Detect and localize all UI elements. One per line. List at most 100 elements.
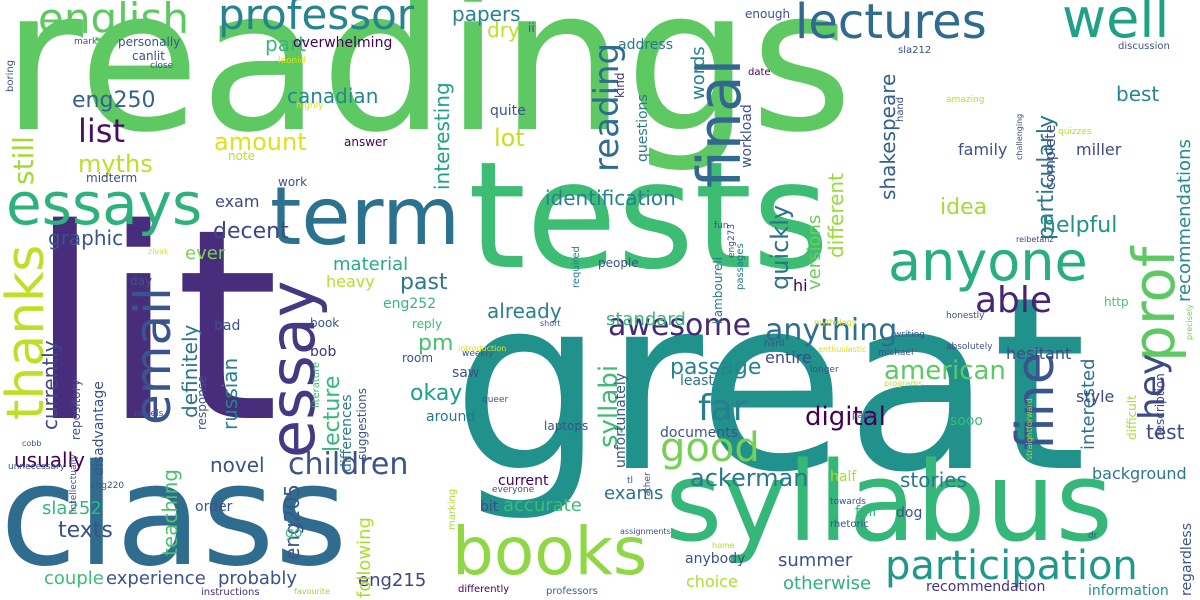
word-quizzes: quizzes — [1058, 127, 1092, 137]
word-current: current — [498, 473, 549, 489]
word-family: family — [958, 140, 1008, 159]
word-versions: versions — [804, 214, 825, 290]
word-novels: novels — [134, 409, 164, 419]
word-following: following — [354, 517, 375, 598]
word-programs: programs — [884, 379, 923, 388]
word-michael: michael — [878, 348, 914, 358]
word-best: best — [1116, 82, 1160, 106]
word-hard: hard — [764, 339, 785, 349]
word-enthusiastic: enthusiastic — [818, 345, 867, 354]
word-dr: dr — [1088, 531, 1098, 541]
word-assignments: assignments — [620, 527, 671, 536]
word-answer: answer — [344, 135, 388, 149]
word-absolutely: absolutely — [946, 342, 993, 352]
word-reading: reading — [587, 42, 627, 172]
word-paper: paper — [852, 411, 879, 421]
word-difficult: difficult — [1125, 395, 1139, 440]
word-probably: probably — [218, 568, 297, 589]
word-laptops: laptops — [544, 419, 589, 433]
word-american: american — [884, 356, 1006, 386]
word-rather: rather — [643, 472, 653, 500]
word-documents: documents — [660, 425, 738, 441]
word-novel: novel — [210, 453, 265, 477]
word-intellectually: intellectually — [69, 454, 79, 512]
word-russian: russian — [218, 357, 242, 430]
word-short: short — [540, 319, 561, 328]
word-bit: bit — [480, 499, 499, 515]
word-introduction: introduction — [458, 344, 507, 353]
word-passages: passages — [735, 243, 746, 290]
word-note: note — [228, 149, 256, 163]
word-questions: questions — [635, 94, 651, 162]
word-saw: saw — [452, 365, 480, 381]
word-enough: enough — [745, 7, 791, 21]
word-book: book — [310, 316, 340, 330]
word-style: style — [1076, 387, 1115, 406]
word-ackerman: ackerman — [690, 464, 809, 492]
word-english: english — [38, 0, 189, 43]
word-reply: reply — [412, 317, 443, 331]
word-well: well — [1062, 0, 1170, 50]
word-recommendation: recommendation — [926, 579, 1046, 595]
word-summer: summer — [778, 550, 853, 571]
word-sooo: sooo — [950, 413, 983, 429]
word-half: half — [830, 469, 857, 485]
word-different: different — [824, 173, 848, 258]
word-address: address — [618, 37, 674, 53]
word-people: people — [598, 256, 639, 270]
word-bad: bad — [214, 318, 241, 334]
word-longer: longer — [810, 365, 839, 375]
word-cobb: cobb — [22, 439, 42, 448]
word-required: required — [571, 246, 582, 288]
word-marking: marking — [447, 488, 458, 530]
word-leonid: leonid — [278, 56, 306, 66]
word-kamboureli: kamboureli — [711, 256, 725, 324]
word-canlit: canlit — [132, 49, 165, 63]
word-good: good — [660, 425, 760, 471]
word-still: still — [7, 136, 40, 185]
word-couple: couple — [44, 568, 104, 589]
word-readings: readings — [2, 0, 853, 176]
word-honestly: honestly — [946, 311, 985, 321]
word-queer: queer — [482, 395, 509, 405]
word-list: list — [78, 112, 125, 150]
word-day: day — [130, 274, 153, 288]
word-everyone: everyone — [492, 485, 535, 495]
word-disadvantage: disadvantage — [91, 381, 107, 476]
word-weekly: weekly — [462, 349, 494, 359]
word-graphic: graphic — [48, 226, 124, 250]
word-eng215: eng215 — [358, 570, 427, 591]
word-differently: differently — [458, 584, 510, 595]
word-date: date — [748, 67, 771, 78]
word-rhetoric: rhetoric — [830, 519, 869, 530]
word-decent: decent — [213, 219, 289, 244]
word-material: material — [333, 254, 409, 275]
word-home: home — [712, 541, 735, 550]
word-stories: stories — [900, 468, 968, 492]
word-usually: usually — [14, 448, 85, 472]
word-writing: writing — [894, 330, 926, 340]
word-term: term — [270, 170, 460, 263]
word-words: words — [688, 46, 709, 100]
word-anybody: anybody — [685, 551, 746, 567]
word-able: able — [975, 280, 1053, 321]
word-professors: professors — [546, 586, 598, 597]
word-standard: standard — [606, 309, 686, 330]
word-eng250: eng250 — [72, 88, 156, 113]
word-otherwise: otherwise — [783, 573, 872, 594]
word-syllabus: syllabus — [665, 438, 1113, 566]
word-professor: professor — [218, 0, 415, 39]
word-participation: participation — [885, 543, 1138, 589]
word-choice: choice — [686, 572, 738, 591]
word-test: test — [1146, 420, 1185, 444]
word-identification: identification — [545, 186, 676, 210]
word-anything: anything — [765, 313, 898, 348]
word-fine: fine — [1006, 352, 1066, 450]
word-background: background — [1092, 464, 1187, 483]
word-quickly: quickly — [766, 204, 794, 290]
word-boring: boring — [5, 59, 16, 92]
word-experience: experience — [106, 568, 206, 589]
word-information: information — [1088, 583, 1169, 599]
word-midterm: midterm — [86, 171, 138, 185]
